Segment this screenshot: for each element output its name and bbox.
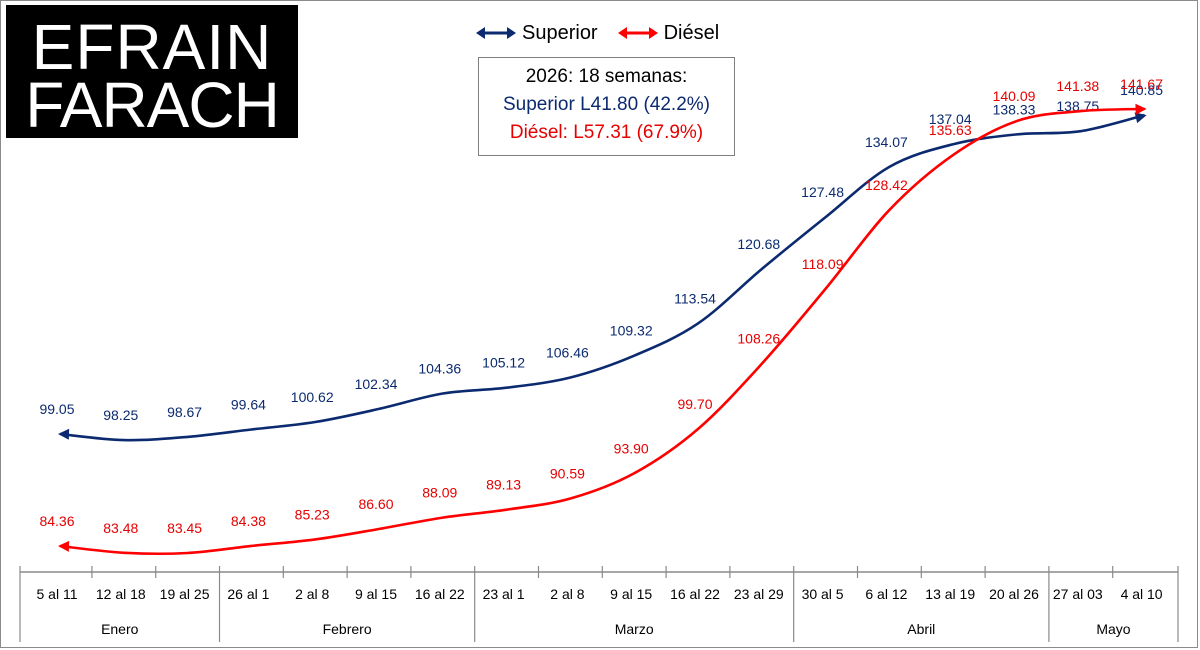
- diesel-data-label: 140.09: [993, 88, 1036, 104]
- superior-data-label: 105.12: [482, 355, 525, 371]
- superior-data-label: 98.25: [103, 407, 138, 423]
- superior-line: [59, 113, 1145, 442]
- legend: Superior Diésel: [476, 20, 719, 46]
- superior-data-label: 127.48: [801, 184, 844, 200]
- superior-data-label: 134.07: [865, 134, 908, 150]
- x-tick-label: 16 al 22: [415, 586, 465, 602]
- diesel-data-label: 84.38: [231, 513, 266, 529]
- superior-data-label: 140.85: [1120, 82, 1163, 98]
- x-tick-label: 12 al 18: [96, 586, 146, 602]
- x-tick-label: 16 al 22: [670, 586, 720, 602]
- legend-label-diesel: Diésel: [663, 21, 720, 44]
- diesel-data-label: 141.67: [1120, 76, 1163, 92]
- diesel-line: [59, 107, 1145, 556]
- logo-line-1: EFRAIN: [31, 11, 273, 83]
- logo-line-2: FARACH: [25, 69, 280, 141]
- diesel-data-label: 88.09: [422, 485, 457, 501]
- diesel-end-arrow: [1135, 103, 1147, 115]
- diesel-data-label: 83.45: [167, 520, 202, 536]
- x-group-label: Mayo: [1096, 621, 1130, 637]
- diesel-data-label: 99.70: [677, 396, 712, 412]
- summary-box: 2026: 18 semanas: Superior L41.80 (42.2%…: [478, 57, 735, 156]
- x-tick-label: 9 al 15: [355, 586, 397, 602]
- diesel-data-label: 86.60: [358, 496, 393, 512]
- x-tick-label: 27 al 03: [1053, 586, 1103, 602]
- x-tick-label: 26 al 1: [227, 586, 269, 602]
- x-tick-label: 20 al 26: [989, 586, 1039, 602]
- superior-arrow-icon: [476, 27, 516, 39]
- superior-data-label: 99.64: [231, 396, 266, 412]
- x-tick-label: 4 al 10: [1121, 586, 1163, 602]
- x-tick-label: 5 al 11: [37, 586, 78, 602]
- diesel-data-label: 89.13: [486, 477, 521, 493]
- superior-data-label: 120.68: [737, 236, 780, 252]
- diesel-start-arrow: [58, 540, 70, 552]
- x-tick-label: 9 al 15: [610, 586, 652, 602]
- superior-data-label: 98.67: [167, 404, 202, 420]
- superior-data-label: 113.54: [674, 290, 716, 306]
- superior-data-label: 100.62: [291, 389, 334, 405]
- legend-item-superior: Superior: [476, 22, 598, 45]
- x-group-label: Marzo: [615, 621, 654, 637]
- x-tick-label: 2 al 8: [550, 586, 584, 602]
- superior-data-label: 138.33: [993, 101, 1036, 117]
- diesel-data-label: 128.42: [865, 177, 908, 193]
- x-tick-label: 30 al 5: [802, 586, 844, 602]
- x-tick-label: 23 al 29: [734, 586, 784, 602]
- superior-data-label: 137.04: [929, 111, 972, 127]
- diesel-data-label: 93.90: [614, 440, 649, 456]
- x-tick-label: 19 al 25: [160, 586, 210, 602]
- diesel-data-label: 118.09: [802, 256, 844, 272]
- x-group-label: Enero: [101, 621, 139, 637]
- diesel-data-label: 90.59: [550, 466, 585, 482]
- diesel-data-label: 83.48: [103, 520, 138, 536]
- logo: EFRAIN FARACH: [6, 5, 298, 141]
- x-tick-label: 13 al 19: [925, 586, 975, 602]
- superior-data-label: 102.34: [355, 376, 398, 392]
- diesel-data-label: 141.38: [1056, 78, 1099, 94]
- diesel-arrow-icon: [617, 27, 658, 39]
- superior-data-label: 106.46: [546, 344, 589, 360]
- x-group-label: Abril: [907, 621, 935, 637]
- diesel-data-label: 85.23: [295, 506, 330, 522]
- summary-title: 2026: 18 semanas:: [525, 66, 688, 87]
- x-tick-label: 23 al 1: [483, 586, 525, 602]
- superior-end-arrow: [1134, 112, 1147, 124]
- superior-start-arrow: [58, 428, 70, 440]
- legend-item-diesel: Diésel: [617, 21, 720, 45]
- x-tick-label: 6 al 12: [865, 586, 907, 602]
- x-group-label: Febrero: [323, 621, 372, 637]
- summary-diesel: Diésel: L57.31 (67.9%): [509, 122, 704, 143]
- summary-superior: Superior L41.80 (42.2%): [502, 94, 710, 115]
- diesel-data-label: 108.26: [737, 331, 780, 347]
- superior-data-label: 99.05: [39, 401, 74, 417]
- legend-label-superior: Superior: [522, 21, 598, 44]
- superior-data-label: 104.36: [418, 360, 461, 376]
- diesel-data-label: 135.63: [929, 122, 972, 138]
- diesel-data-label: 84.36: [39, 513, 74, 529]
- superior-data-label: 109.32: [610, 323, 653, 339]
- x-tick-label: 2 al 8: [295, 586, 329, 602]
